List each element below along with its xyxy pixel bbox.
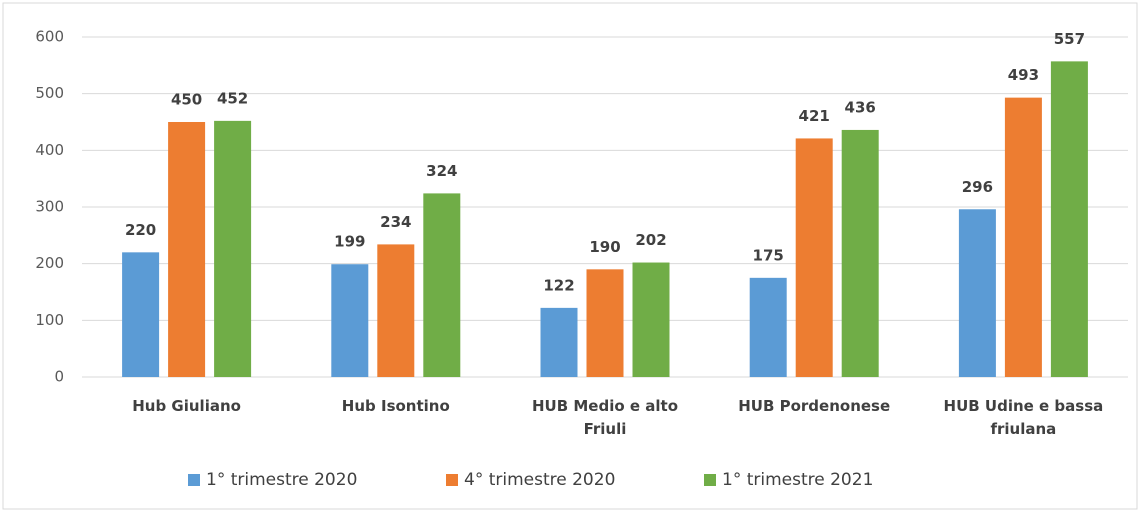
y-tick-label: 600: [35, 28, 64, 46]
data-label: 557: [1054, 30, 1085, 48]
x-tick-label: HUB Medio e alto Friuli: [532, 397, 678, 438]
bar: [841, 129, 879, 377]
bar: [168, 122, 206, 377]
data-label: 202: [635, 231, 666, 249]
y-tick-label: 100: [35, 311, 64, 329]
bar: [1050, 61, 1088, 377]
x-tick-label: HUB Udine e bassa friulana: [944, 397, 1104, 438]
y-tick-label: 300: [35, 198, 64, 216]
bar: [749, 277, 787, 377]
x-tick-label: Hub Isontino: [342, 397, 450, 415]
data-label: 450: [171, 91, 202, 109]
x-tick-label: HUB Pordenonese: [738, 397, 890, 415]
data-label: 324: [426, 162, 457, 180]
data-label: 421: [799, 107, 830, 125]
data-label: 175: [753, 246, 784, 264]
data-label: 122: [543, 276, 574, 294]
bar: [540, 307, 578, 377]
data-label: 493: [1008, 66, 1039, 84]
y-tick-label: 500: [35, 84, 64, 102]
x-tick-label: Hub Giuliano: [132, 397, 241, 415]
y-tick-label: 400: [35, 141, 64, 159]
bar: [1004, 97, 1042, 377]
legend-label: 1° trimestre 2021: [722, 470, 873, 490]
bar: [122, 252, 160, 377]
data-label: 199: [334, 233, 365, 251]
y-tick-label: 200: [35, 254, 64, 272]
data-label: 436: [845, 98, 876, 116]
bar: [214, 120, 252, 377]
bar: [586, 269, 624, 377]
data-label: 190: [589, 238, 620, 256]
legend-swatch: [188, 474, 200, 486]
legend-swatch: [704, 474, 716, 486]
bar: [795, 138, 833, 377]
legend-swatch: [446, 474, 458, 486]
bar: [632, 262, 670, 377]
y-tick-label: 0: [54, 368, 64, 386]
legend-label: 4° trimestre 2020: [464, 470, 615, 490]
data-label: 220: [125, 221, 156, 239]
bar: [331, 264, 369, 377]
data-label: 234: [380, 213, 411, 231]
bar: [423, 193, 461, 377]
bar: [377, 244, 415, 377]
data-label: 296: [962, 178, 993, 196]
data-label: 452: [217, 89, 248, 107]
bar: [958, 209, 996, 377]
legend-label: 1° trimestre 2020: [206, 470, 357, 490]
